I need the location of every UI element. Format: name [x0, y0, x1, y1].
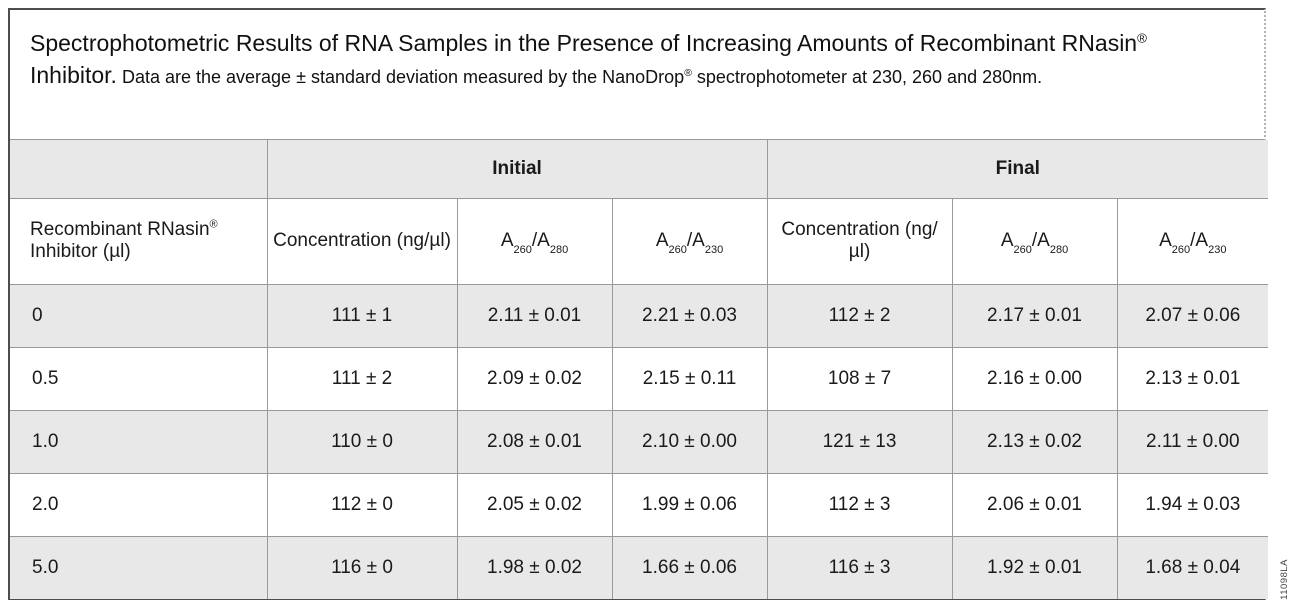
cell-final-a260-a230: 2.11 ± 0.00 — [1116, 409, 1269, 474]
absorbance-symbol: A — [692, 230, 705, 251]
wavelength-260: 260 — [1013, 243, 1032, 256]
results-figure: Spectrophotometric Results of RNA Sample… — [8, 8, 1269, 600]
cell-initial-a260-a280: 2.08 ± 0.01 — [456, 409, 613, 474]
wavelength-230: 230 — [704, 243, 724, 256]
absorbance-symbol: A — [500, 230, 514, 251]
absorbance-symbol: A — [537, 230, 550, 251]
cell-initial-concentration: 112 ± 0 — [266, 472, 458, 537]
cell-initial-a260-a230: 1.99 ± 0.06 — [611, 472, 768, 537]
cell-initial-concentration: 111 ± 1 — [266, 283, 458, 348]
wavelength-260: 260 — [1171, 243, 1191, 256]
ratio-slash: / — [686, 230, 693, 251]
cell-final-a260-a280: 2.06 ± 0.01 — [951, 472, 1118, 537]
cell-final-a260-a280: 1.92 ± 0.01 — [951, 535, 1118, 600]
cell-final-a260-a280: 2.17 ± 0.01 — [951, 283, 1118, 348]
group-header-initial: Initial — [266, 139, 768, 199]
cell-initial-a260-a280: 2.09 ± 0.02 — [456, 346, 613, 411]
cell-final-a260-a230: 2.07 ± 0.06 — [1116, 283, 1269, 348]
ratio-slash: / — [1031, 230, 1038, 251]
registered-trademark-symbol: ® — [684, 67, 692, 79]
col-header-inhibitor-text-2: Inhibitor (µl) — [30, 241, 131, 262]
cell-initial-concentration: 111 ± 2 — [266, 346, 458, 411]
cell-final-concentration: 121 ± 13 — [766, 409, 953, 474]
cell-initial-a260-a280: 1.98 ± 0.02 — [456, 535, 613, 600]
cell-inhibitor: 0 — [9, 283, 268, 348]
table-row: 2.0 112 ± 0 2.05 ± 0.02 1.99 ± 0.06 112 … — [9, 472, 1269, 537]
group-header-row: Initial Final — [9, 139, 1269, 199]
cell-final-a260-a230: 1.68 ± 0.04 — [1116, 535, 1269, 600]
absorbance-symbol: A — [1195, 230, 1209, 251]
col-header-initial-a260-a230: A260/A230 — [611, 197, 768, 285]
caption-description: Data are the average ± standard deviatio… — [117, 67, 1042, 87]
figure-part-number: 11098LA — [1279, 559, 1290, 600]
absorbance-symbol: A — [1000, 230, 1014, 251]
absorbance-symbol: A — [1159, 230, 1172, 251]
cell-final-concentration: 112 ± 3 — [766, 472, 953, 537]
cell-initial-a260-a230: 2.15 ± 0.11 — [611, 346, 768, 411]
column-header-row: Recombinant RNasin® Inhibitor (µl) Conce… — [9, 197, 1269, 285]
cell-inhibitor: 2.0 — [9, 472, 268, 537]
caption-description-text-2: spectrophotometer at 230, 260 and 280nm. — [691, 66, 1043, 87]
cell-final-concentration: 116 ± 3 — [766, 535, 953, 600]
wavelength-280: 280 — [549, 243, 569, 256]
corner-cell — [9, 139, 268, 199]
cell-initial-a260-a280: 2.05 ± 0.02 — [456, 472, 613, 537]
table-row: 5.0 116 ± 0 1.98 ± 0.02 1.66 ± 0.06 116 … — [9, 535, 1269, 600]
results-table: Initial Final Recombinant RNasin® Inhibi… — [9, 139, 1269, 600]
table-row: 1.0 110 ± 0 2.08 ± 0.01 2.10 ± 0.00 121 … — [9, 409, 1269, 474]
col-header-inhibitor: Recombinant RNasin® Inhibitor (µl) — [9, 197, 268, 285]
cell-initial-concentration: 116 ± 0 — [266, 535, 458, 600]
wavelength-230: 230 — [1208, 243, 1227, 256]
caption-title-text: Spectrophotometric Results of RNA Sample… — [30, 30, 1138, 56]
registered-trademark-symbol: ® — [1137, 30, 1147, 46]
cell-final-a260-a230: 1.94 ± 0.03 — [1116, 472, 1269, 537]
cell-initial-concentration: 110 ± 0 — [266, 409, 458, 474]
ratio-slash: / — [531, 230, 538, 251]
cell-final-concentration: 112 ± 2 — [766, 283, 953, 348]
col-header-final-a260-a230: A260/A230 — [1116, 197, 1269, 285]
cell-inhibitor: 1.0 — [9, 409, 268, 474]
cell-final-a260-a230: 2.13 ± 0.01 — [1116, 346, 1269, 411]
group-header-final: Final — [766, 139, 1269, 199]
absorbance-symbol: A — [1037, 230, 1050, 251]
table-row: 0.5 111 ± 2 2.09 ± 0.02 2.15 ± 0.11 108 … — [9, 346, 1269, 411]
col-header-inhibitor-text: Recombinant RNasin — [30, 219, 210, 240]
wavelength-260: 260 — [668, 243, 687, 256]
cell-initial-a260-a230: 2.21 ± 0.03 — [611, 283, 768, 348]
caption-title-text-2: Inhibitor. — [30, 61, 117, 88]
wavelength-260: 260 — [513, 243, 532, 256]
col-header-final-concentration: Concentration (ng/µl) — [766, 197, 953, 285]
table-row: 0 111 ± 1 2.11 ± 0.01 2.21 ± 0.03 112 ± … — [9, 283, 1269, 348]
cell-initial-a260-a230: 1.66 ± 0.06 — [611, 535, 768, 600]
caption-description-text: Data are the average ± standard deviatio… — [116, 66, 685, 87]
col-header-final-a260-a280: A260/A280 — [951, 197, 1118, 285]
cell-inhibitor: 5.0 — [9, 535, 268, 600]
results-table-wrapper: Initial Final Recombinant RNasin® Inhibi… — [9, 139, 1269, 600]
caption-title: Spectrophotometric Results of RNA Sample… — [30, 30, 1147, 88]
registered-trademark-symbol: ® — [209, 218, 218, 231]
cell-final-concentration: 108 ± 7 — [766, 346, 953, 411]
cell-initial-a260-a280: 2.11 ± 0.01 — [456, 283, 613, 348]
cell-inhibitor: 0.5 — [9, 346, 268, 411]
ratio-slash: / — [1190, 230, 1196, 251]
wavelength-280: 280 — [1049, 243, 1069, 256]
figure-caption: Spectrophotometric Results of RNA Sample… — [10, 10, 1264, 91]
absorbance-symbol: A — [655, 230, 669, 251]
col-header-initial-a260-a280: A260/A280 — [456, 197, 613, 285]
cell-final-a260-a280: 2.13 ± 0.02 — [951, 409, 1118, 474]
col-header-initial-concentration: Concentration (ng/µl) — [266, 197, 458, 285]
cell-initial-a260-a230: 2.10 ± 0.00 — [611, 409, 768, 474]
cell-final-a260-a280: 2.16 ± 0.00 — [951, 346, 1118, 411]
